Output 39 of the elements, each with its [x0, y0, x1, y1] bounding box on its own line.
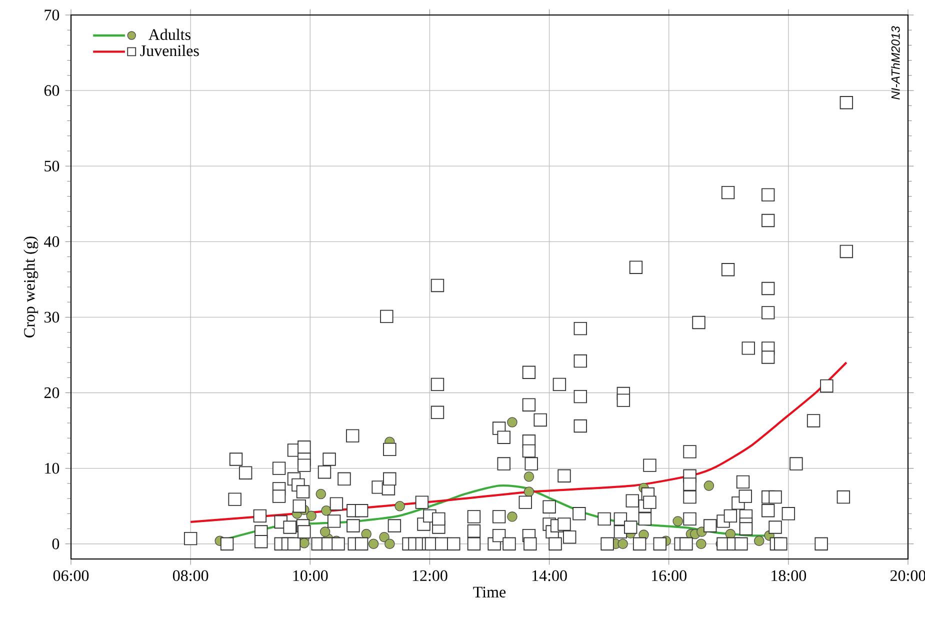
point — [368, 538, 379, 550]
point — [524, 471, 534, 482]
point — [321, 505, 332, 516]
x-tick-label: 18:00 — [772, 570, 806, 582]
line-series — [190, 361, 848, 524]
y-tick-label: 70 — [44, 10, 60, 20]
x-tick-label: 10:00 — [293, 570, 328, 582]
legend-label: Juveniles — [140, 44, 199, 56]
point — [704, 480, 714, 491]
point — [316, 488, 326, 500]
point — [394, 500, 405, 512]
point — [384, 538, 395, 550]
point — [507, 512, 518, 522]
y-axis-title: Crop weight (g) — [24, 236, 38, 338]
point — [320, 526, 330, 537]
point — [507, 417, 518, 428]
y-tick-label: 20 — [44, 387, 60, 398]
y-tick-label: 40 — [44, 236, 60, 248]
annotation: NI-AThM2013 — [891, 26, 900, 100]
x-tick-label: 12:00 — [412, 570, 448, 582]
y-tick-label: 10 — [45, 462, 60, 474]
point — [524, 486, 534, 497]
point — [306, 510, 316, 522]
point — [696, 538, 706, 550]
y-tick-label: 50 — [44, 160, 60, 172]
x-tick-label: 06:00 — [53, 570, 89, 582]
y-tick-label: 30 — [44, 312, 60, 323]
point — [672, 516, 683, 526]
point — [379, 532, 390, 542]
x-axis-title: Time — [473, 586, 506, 598]
x-tick-label: 16:00 — [652, 570, 686, 582]
legend-label: Adults — [148, 28, 190, 40]
x-tick-label: 14:00 — [532, 570, 567, 582]
point — [361, 528, 372, 540]
point — [754, 536, 764, 546]
point — [618, 538, 628, 550]
x-tick-label: 08:00 — [172, 570, 208, 582]
y-tick-label: 0 — [52, 538, 60, 550]
y-tick-label: 60 — [44, 85, 60, 96]
